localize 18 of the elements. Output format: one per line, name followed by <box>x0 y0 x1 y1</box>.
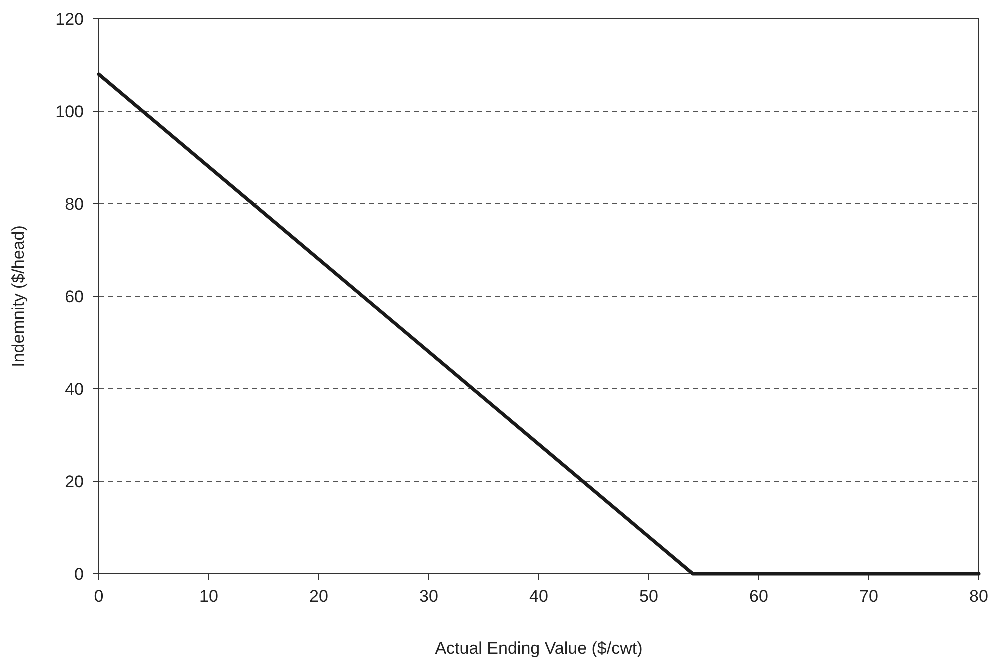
y-tick-label: 0 <box>74 564 84 584</box>
x-tick-label: 70 <box>860 587 878 606</box>
y-axis-title: Indemnity ($/head) <box>9 226 28 368</box>
x-tick-label: 50 <box>640 587 658 606</box>
x-tick-label: 0 <box>94 587 104 606</box>
x-tick-label: 80 <box>970 587 988 606</box>
y-tick-label: 100 <box>56 102 84 122</box>
x-tick-label: 20 <box>310 587 328 606</box>
y-tick-label: 40 <box>65 380 84 399</box>
x-tick-label: 60 <box>750 587 768 606</box>
x-axis-title: Actual Ending Value ($/cwt) <box>435 639 643 658</box>
y-tick-label: 20 <box>65 472 84 492</box>
y-tick-label: 60 <box>65 287 84 306</box>
x-tick-label: 40 <box>530 587 548 606</box>
y-tick-label: 120 <box>56 10 84 29</box>
x-tick-label: 30 <box>420 587 438 606</box>
x-tick-label: 10 <box>200 587 218 606</box>
y-tick-label: 80 <box>65 194 84 214</box>
